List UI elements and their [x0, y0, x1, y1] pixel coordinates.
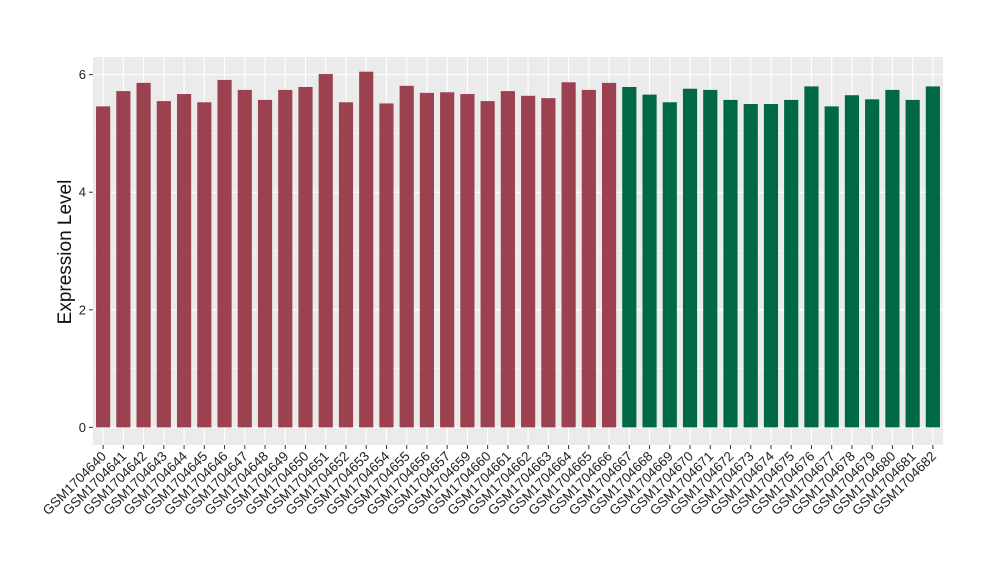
bar-GSM1704676 — [804, 86, 819, 428]
y-axis-title: Expression Level — [55, 180, 76, 325]
bar-GSM1704656 — [419, 92, 435, 428]
bar-GSM1704657 — [440, 92, 455, 428]
bar-GSM1704680 — [885, 89, 900, 428]
bar-GSM1704677 — [824, 106, 839, 428]
bar-GSM1704647 — [237, 89, 252, 428]
bar-GSM1704649 — [278, 89, 293, 428]
bar-GSM1704679 — [865, 99, 880, 428]
y-tick-label: 6 — [79, 67, 86, 82]
bar-GSM1704681 — [905, 99, 920, 428]
bar-GSM1704675 — [784, 99, 799, 428]
bar-GSM1704645 — [197, 102, 212, 428]
bar-GSM1704666 — [601, 82, 617, 428]
bar-GSM1704650 — [298, 86, 313, 428]
bar-GSM1704653 — [359, 71, 374, 428]
bar-GSM1704642 — [136, 82, 151, 428]
bar-GSM1704643 — [156, 101, 171, 428]
bar-GSM1704648 — [257, 99, 273, 428]
bar-GSM1704678 — [844, 95, 860, 428]
bar-GSM1704654 — [379, 103, 394, 428]
bar-GSM1704665 — [581, 89, 596, 428]
bar-GSM1704644 — [176, 94, 192, 428]
bar-GSM1704673 — [743, 104, 758, 428]
bar-GSM1704655 — [399, 85, 414, 428]
bar-GSM1704663 — [541, 98, 556, 428]
bar-GSM1704664 — [561, 82, 576, 428]
bar-GSM1704660 — [480, 101, 495, 428]
y-tick-label: 0 — [79, 420, 86, 435]
x-axis: GSM1704640GSM1704641GSM1704642GSM1704643… — [40, 445, 939, 518]
bar-GSM1704671 — [703, 89, 718, 428]
bar-GSM1704641 — [116, 91, 131, 428]
y-tick-label: 4 — [79, 185, 86, 200]
bar-GSM1704670 — [682, 88, 698, 428]
bar-GSM1704682 — [925, 86, 940, 428]
bar-GSM1704672 — [723, 99, 738, 428]
y-axis: 0 2 4 6 — [79, 67, 93, 435]
bar-GSM1704659 — [460, 94, 475, 428]
bar-GSM1704661 — [500, 91, 515, 428]
bar-GSM1704646 — [217, 79, 232, 428]
y-tick-label: 2 — [79, 302, 86, 317]
bar-GSM1704652 — [338, 102, 354, 428]
bar-GSM1704668 — [642, 94, 657, 428]
bar-GSM1704651 — [318, 74, 333, 428]
bar-GSM1704667 — [622, 86, 637, 428]
bar-GSM1704640 — [96, 106, 111, 428]
bar-GSM1704669 — [662, 102, 677, 428]
bar-GSM1704662 — [521, 95, 536, 428]
bar-GSM1704674 — [763, 104, 779, 428]
bars — [96, 71, 940, 428]
